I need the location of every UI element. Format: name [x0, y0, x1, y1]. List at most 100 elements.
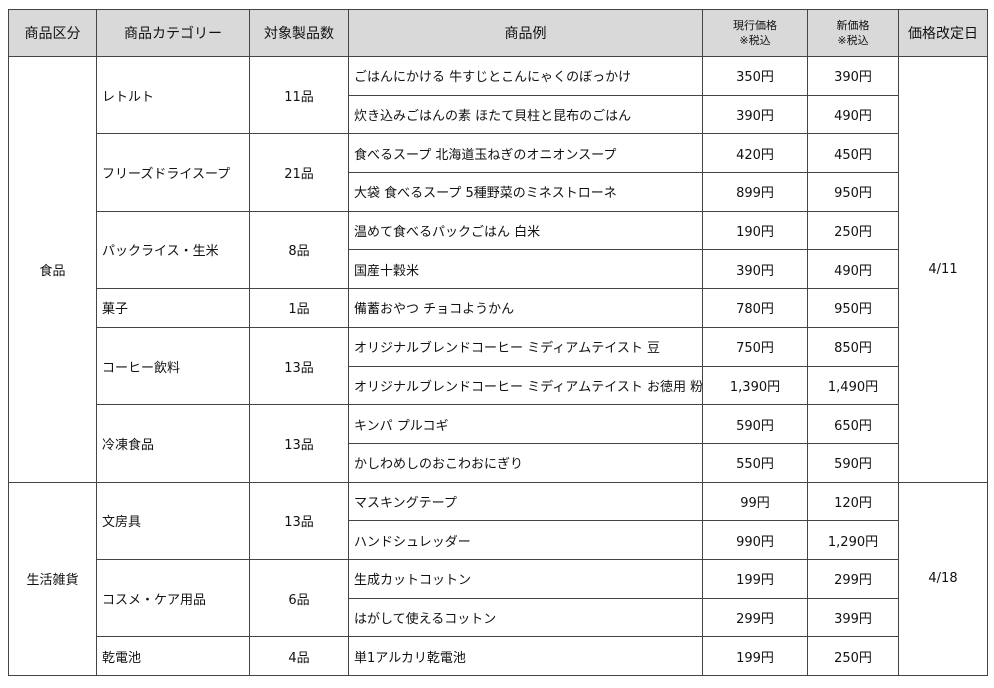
category-cell: 文房具: [96, 481, 250, 560]
item-name-cell: 国産十穀米: [348, 249, 703, 290]
header-division: 商品区分: [8, 9, 97, 57]
new-price-cell: 250円: [807, 210, 899, 251]
category-cell: 乾電池: [96, 636, 250, 676]
current-price-cell: 780円: [702, 288, 808, 328]
count-cell: 6品: [249, 558, 349, 638]
current-price-cell: 420円: [702, 133, 808, 174]
table-row: 炊き込みごはんの素 ほたて貝柱と昆布のごはん 390円 490円: [9, 94, 988, 135]
revision-date-cell: 4/18: [898, 481, 988, 677]
current-price-cell: 899円: [702, 172, 808, 212]
table-row: かしわめしのおこわおにぎり 550円 590円: [9, 442, 988, 483]
table-body: 食品 レトルト 11品 ごはんにかける 牛すじとこんにゃくのぼっかけ 350円 390円 4…: [8, 55, 988, 677]
new-price-cell: 299円: [807, 558, 899, 599]
header-count: 対象製品数: [249, 9, 349, 57]
new-price-cell: 1,290円: [807, 520, 899, 560]
count-cell: 21品: [249, 133, 349, 212]
current-price-cell: 590円: [702, 404, 808, 444]
current-price-cell: 990円: [702, 520, 808, 560]
new-price-cell: 590円: [807, 442, 899, 483]
item-name-cell: 大袋 食べるスープ 5種野菜のミネストローネ: [348, 172, 703, 212]
table-row: コスメ・ケア用品 6品 生成カットコットン 199円 299円: [9, 558, 988, 638]
item-name-cell: 温めて食べるパックごはん 白米: [348, 210, 703, 251]
current-price-cell: 299円: [702, 597, 808, 638]
revision-date-cell: 4/11: [898, 56, 988, 483]
item-name-cell: ハンドシュレッダー: [348, 520, 703, 560]
category-cell: フリーズドライスープ: [96, 133, 250, 212]
current-price-cell: 199円: [702, 558, 808, 599]
category-cell: 菓子: [96, 288, 250, 328]
new-price-cell: 250円: [807, 636, 899, 676]
price-revision-table: 商品区分 商品カテゴリー 対象製品数 商品例 現行価格 ※税込 新価格 ※税込 …: [8, 9, 988, 677]
table-row: はがして使えるコットン 299円 399円: [9, 597, 988, 638]
header-new-price-label: 新価格: [836, 19, 870, 32]
item-name-cell: ごはんにかける 牛すじとこんにゃくのぼっかけ: [348, 56, 703, 96]
new-price-cell: 950円: [807, 172, 899, 212]
current-price-cell: 199円: [702, 636, 808, 676]
current-price-cell: 550円: [702, 442, 808, 483]
current-price-cell: 390円: [702, 249, 808, 290]
division-cell: 生活雑貨: [8, 481, 97, 677]
item-name-cell: オリジナルブレンドコーヒー ミディアムテイスト 豆: [348, 326, 703, 367]
item-name-cell: 単1アルカリ乾電池: [348, 636, 703, 676]
count-cell: 8品: [249, 210, 349, 290]
count-cell: 4品: [249, 636, 349, 676]
new-price-cell: 650円: [807, 404, 899, 444]
table-row: 乾電池 4品 単1アルカリ乾電池 199円 250円: [9, 636, 988, 676]
header-current-price-note: ※税込: [739, 34, 771, 47]
table-row: 国産十穀米 390円 490円: [9, 249, 988, 290]
category-cell: コーヒー飲料: [96, 326, 250, 406]
table-row: 菓子 1品 備蓄おやつ チョコようかん 780円 950円: [9, 288, 988, 328]
item-name-cell: マスキングテープ: [348, 481, 703, 522]
table-row: フリーズドライスープ 21品 食べるスープ 北海道玉ねぎのオニオンスープ 420円 45…: [9, 133, 988, 212]
division-cell: 食品: [8, 56, 97, 483]
current-price-cell: 390円: [702, 94, 808, 135]
header-category: 商品カテゴリー: [96, 9, 250, 57]
new-price-cell: 450円: [807, 133, 899, 174]
header-row: 商品区分 商品カテゴリー 対象製品数 商品例 現行価格 ※税込 新価格 ※税込 …: [8, 9, 988, 57]
current-price-cell: 190円: [702, 210, 808, 251]
table-row: オリジナルブレンドコーヒー ミディアムテイスト お徳用 粉 1,390円 1,490…: [9, 365, 988, 406]
category-cell: コスメ・ケア用品: [96, 558, 250, 638]
current-price-cell: 750円: [702, 326, 808, 367]
item-name-cell: 備蓄おやつ チョコようかん: [348, 288, 703, 328]
new-price-cell: 390円: [807, 56, 899, 96]
count-cell: 13品: [249, 404, 349, 483]
table-row: 食品 レトルト 11品 ごはんにかける 牛すじとこんにゃくのぼっかけ 350円 390円 4…: [8, 55, 988, 483]
count-cell: 13品: [249, 481, 349, 560]
header-current-price-label: 現行価格: [733, 19, 777, 32]
count-cell: 13品: [249, 326, 349, 406]
header-revision-date: 価格改定日: [898, 9, 988, 57]
table-row: コーヒー飲料 13品 オリジナルブレンドコーヒー ミディアムテイスト 豆 750円 85…: [9, 326, 988, 406]
table-row: ハンドシュレッダー 990円 1,290円: [9, 520, 988, 560]
item-name-cell: 生成カットコットン: [348, 558, 703, 599]
new-price-cell: 490円: [807, 249, 899, 290]
new-price-cell: 1,490円: [807, 365, 899, 406]
table-row: 生活雑貨 文房具 13品 マスキングテープ 99円 120円 4/18: [8, 481, 988, 677]
header-new-price: 新価格 ※税込: [807, 9, 899, 57]
current-price-cell: 350円: [702, 56, 808, 96]
category-cell: パックライス・生米: [96, 210, 250, 290]
new-price-cell: 950円: [807, 288, 899, 328]
header-new-price-note: ※税込: [837, 34, 869, 47]
current-price-cell: 1,390円: [702, 365, 808, 406]
table-row: 冷凍食品 13品 キンパ プルコギ 590円 650円: [9, 404, 988, 483]
item-name-cell: 炊き込みごはんの素 ほたて貝柱と昆布のごはん: [348, 94, 703, 135]
item-name-cell: かしわめしのおこわおにぎり: [348, 442, 703, 483]
new-price-cell: 120円: [807, 481, 899, 522]
new-price-cell: 490円: [807, 94, 899, 135]
new-price-cell: 399円: [807, 597, 899, 638]
new-price-cell: 850円: [807, 326, 899, 367]
count-cell: 1品: [249, 288, 349, 328]
item-name-cell: キンパ プルコギ: [348, 404, 703, 444]
header-examples: 商品例: [348, 9, 703, 57]
category-cell: 冷凍食品: [96, 404, 250, 483]
header-current-price: 現行価格 ※税込: [702, 9, 808, 57]
current-price-cell: 99円: [702, 481, 808, 522]
item-name-cell: 食べるスープ 北海道玉ねぎのオニオンスープ: [348, 133, 703, 174]
item-name-cell: はがして使えるコットン: [348, 597, 703, 638]
item-name-cell: オリジナルブレンドコーヒー ミディアムテイスト お徳用 粉: [348, 365, 703, 406]
table-row: パックライス・生米 8品 温めて食べるパックごはん 白米 190円 250円: [9, 210, 988, 290]
count-cell: 11品: [249, 55, 349, 135]
table-row: 大袋 食べるスープ 5種野菜のミネストローネ 899円 950円: [9, 172, 988, 212]
category-cell: レトルト: [96, 55, 250, 135]
